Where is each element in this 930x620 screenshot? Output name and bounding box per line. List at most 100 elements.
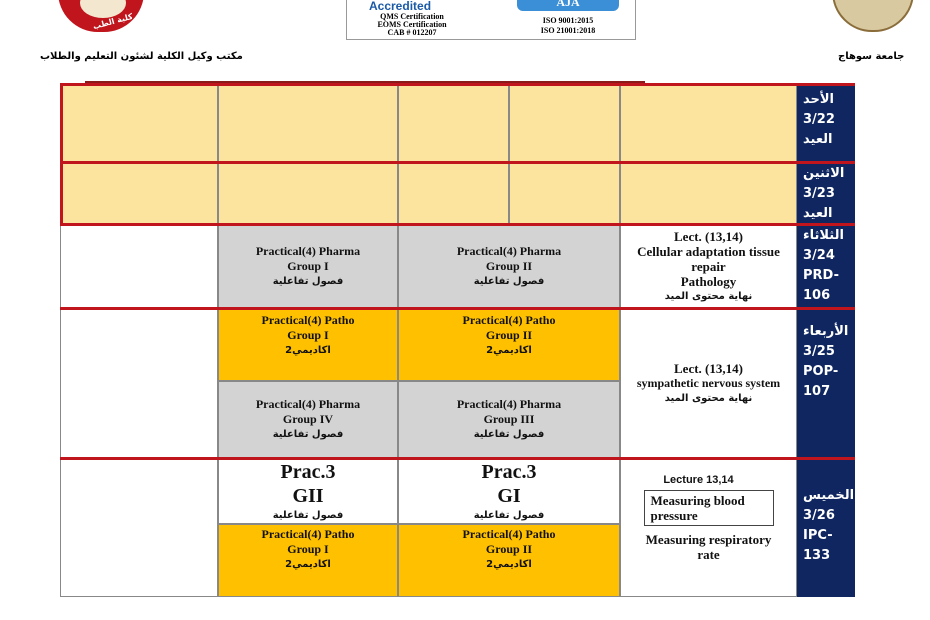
iso-line: ISO 9001:2015 bbox=[542, 16, 594, 25]
location: اكاديمي2 bbox=[285, 559, 331, 570]
course: Practical(4) Pharma bbox=[456, 397, 562, 411]
cert-line: CAB # 012207 bbox=[387, 28, 437, 37]
prac-group: GI bbox=[497, 484, 521, 507]
group: Group II bbox=[485, 328, 533, 342]
location: فصول تفاعلية bbox=[473, 275, 545, 287]
room-code: POP- bbox=[803, 364, 839, 379]
wed-lecture: Lect. (13,14) sympathetic nervous system… bbox=[620, 308, 797, 458]
day-note: العيد bbox=[803, 132, 833, 147]
mon-cell-2 bbox=[218, 162, 398, 224]
row-divider bbox=[60, 161, 855, 164]
day-name: الأحد bbox=[803, 92, 835, 107]
tue-pharma-group-2: Practical(4) Pharma Group II فصول تفاعلي… bbox=[398, 224, 620, 308]
faculty-logo: كلية الطب bbox=[58, 0, 144, 32]
wed-pharma-group-3: Practical(4) Pharma Group III فصول تفاعل… bbox=[398, 381, 620, 458]
cert-line: QMS Certification bbox=[380, 12, 444, 21]
sun-cell-2 bbox=[218, 84, 398, 162]
sun-cell-5 bbox=[620, 84, 797, 162]
wed-pharma-group-4: Practical(4) Pharma Group IV فصول تفاعلي… bbox=[218, 381, 398, 458]
day-note: العيد bbox=[803, 206, 833, 221]
mon-cell-5 bbox=[620, 162, 797, 224]
lecture-topic: Cellular adaptation tissue repair bbox=[637, 243, 780, 274]
day-date: 3/22 bbox=[803, 112, 835, 127]
row-divider bbox=[60, 83, 855, 86]
university-name: جامعة سوهاج bbox=[838, 51, 905, 62]
group: Group IV bbox=[282, 412, 334, 426]
certification-box: Accredited QMS Certification EOMS Certif… bbox=[346, 0, 636, 40]
group: Group I bbox=[287, 328, 329, 342]
thu-patho-group-2: Practical(4) Patho Group II اكاديمي2 bbox=[398, 524, 620, 597]
lecture-title: Lect. (13,14) bbox=[674, 360, 743, 376]
iso-lines: ISO 9001:2015 ISO 21001:2018 bbox=[517, 16, 619, 36]
course: Practical(4) Pharma bbox=[255, 397, 361, 411]
day-name: الثلاثاء bbox=[803, 228, 844, 243]
day-thursday: الخميس 3/26 IPC- 133 bbox=[797, 458, 855, 597]
room-code: IPC- bbox=[803, 528, 833, 543]
group: Group II bbox=[485, 542, 533, 556]
course: Practical(4) Patho bbox=[462, 527, 556, 541]
sun-cell-1 bbox=[60, 84, 218, 162]
wed-patho-group-2: Practical(4) Patho Group II اكاديمي2 bbox=[398, 308, 620, 381]
cert-line: EOMS Certification bbox=[377, 20, 447, 29]
lecture-title: Lecture 13,14 bbox=[663, 474, 734, 486]
tue-cell-empty bbox=[60, 224, 218, 308]
location: اكاديمي2 bbox=[285, 345, 331, 356]
lecture-topic: sympathetic nervous system bbox=[636, 375, 781, 390]
course: Practical(4) Patho bbox=[462, 313, 556, 327]
day-date: 3/24 bbox=[803, 248, 835, 263]
thu-cell-empty bbox=[60, 458, 218, 597]
faculty-logo-inner bbox=[80, 0, 126, 18]
location: فصول تفاعلية bbox=[473, 429, 545, 440]
wed-patho-group-1: Practical(4) Patho Group I اكاديمي2 bbox=[218, 308, 398, 381]
mon-cell-3 bbox=[398, 162, 509, 224]
lecture-subject: Pathology bbox=[680, 273, 737, 289]
location: فصول تفاعلية bbox=[473, 509, 545, 521]
row-divider bbox=[60, 457, 855, 460]
tue-pharma-group-1: Practical(4) Pharma Group I فصول تفاعلية bbox=[218, 224, 398, 308]
course: Practical(4) Pharma bbox=[255, 243, 361, 258]
prac-group: GII bbox=[292, 484, 324, 507]
course: Practical(4) Pharma bbox=[456, 243, 562, 258]
prac-title: Prac.3 bbox=[280, 460, 336, 483]
group: Group II bbox=[485, 258, 533, 273]
day-monday: الاثنين 3/23 العيد bbox=[797, 162, 855, 224]
day-sunday: الأحد 3/22 العيد bbox=[797, 84, 855, 162]
group: Group I bbox=[287, 542, 329, 556]
aja-logo: AJA bbox=[517, 0, 619, 11]
thu-prac-gi: Prac.3 GI فصول تفاعلية bbox=[398, 458, 620, 524]
location: اكاديمي2 bbox=[486, 559, 532, 570]
room-code: PRD- bbox=[803, 268, 839, 283]
day-name: الخميس bbox=[803, 488, 855, 503]
day-wednesday: الأربعاء 3/25 POP- 107 bbox=[797, 308, 855, 458]
day-date: 3/23 bbox=[803, 186, 835, 201]
room-number: 106 bbox=[803, 288, 831, 303]
course: Practical(4) Patho bbox=[261, 313, 355, 327]
lecture-note: نهاية محتوى الميد bbox=[664, 290, 753, 302]
row-divider bbox=[60, 307, 855, 310]
day-name: الاثنين bbox=[803, 166, 845, 181]
lecture-note: نهاية محتوى الميد bbox=[664, 392, 753, 404]
group: Group III bbox=[483, 412, 535, 426]
location: اكاديمي2 bbox=[486, 345, 532, 356]
office-title: مكتب وكيل الكلية لشئون التعليم والطلاب bbox=[40, 51, 243, 62]
wed-cell-empty bbox=[60, 308, 218, 458]
day-name: الأربعاء bbox=[803, 324, 849, 339]
room-number: 133 bbox=[803, 548, 831, 563]
mon-cell-4 bbox=[509, 162, 620, 224]
cert-lines: QMS Certification EOMS Certification CAB… bbox=[362, 13, 462, 37]
day-date: 3/25 bbox=[803, 344, 835, 359]
accredited-label: Accredited bbox=[369, 0, 432, 13]
mon-cell-1 bbox=[60, 162, 218, 224]
iso-line: ISO 21001:2018 bbox=[540, 26, 596, 35]
thu-lecture: Lecture 13,14 Measuring blood pressure M… bbox=[620, 458, 797, 597]
lecture-title: Lect. (13,14) bbox=[674, 228, 743, 244]
sun-cell-4 bbox=[509, 84, 620, 162]
university-logo bbox=[832, 0, 914, 32]
header-divider bbox=[85, 81, 645, 83]
prac-title: Prac.3 bbox=[481, 460, 537, 483]
day-date: 3/26 bbox=[803, 508, 835, 523]
day-tuesday: الثلاثاء 3/24 PRD- 106 bbox=[797, 224, 855, 308]
location: فصول تفاعلية bbox=[272, 509, 344, 521]
row-divider bbox=[60, 223, 855, 226]
room-number: 107 bbox=[803, 384, 831, 399]
